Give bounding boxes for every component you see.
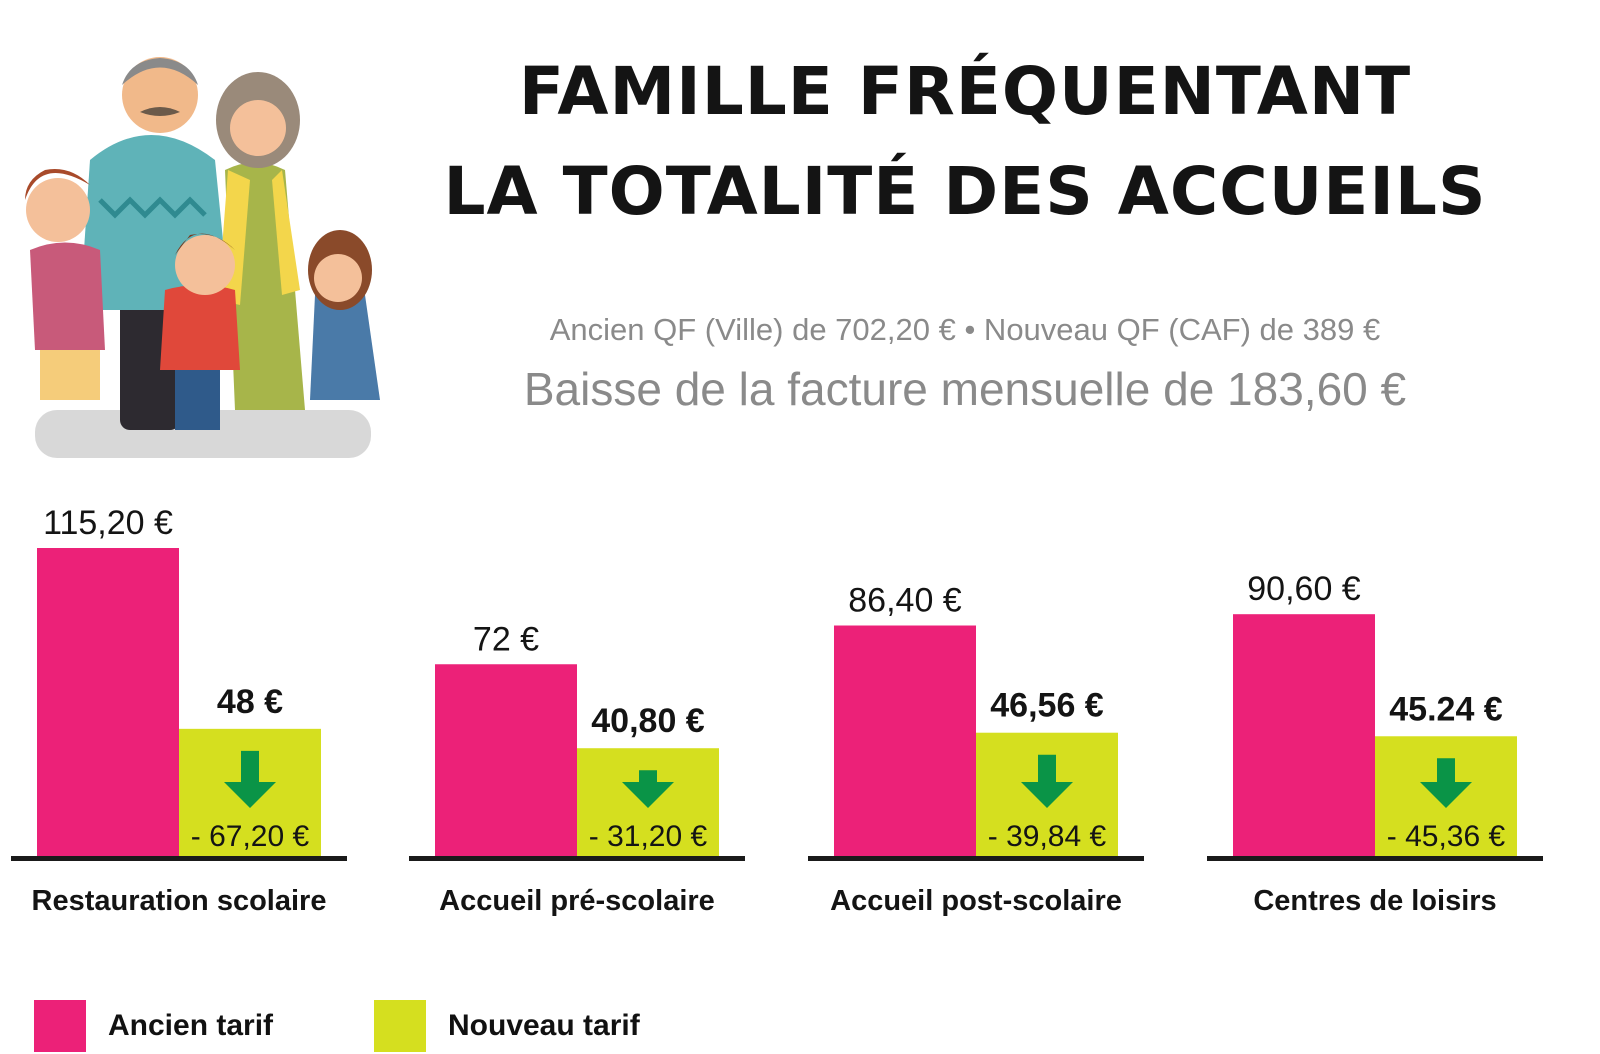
data-label-new: 45.24 € (1389, 690, 1503, 728)
down-arrow-icon (224, 750, 276, 808)
bar-old (1233, 614, 1375, 858)
bar-old (435, 664, 577, 858)
difference-label: - 45,36 € (1387, 820, 1506, 853)
category-label: Centres de loisirs (1253, 885, 1496, 917)
category-label: Restauration scolaire (32, 885, 327, 917)
data-label-old: 72 € (473, 620, 539, 658)
legend-item-old: Ancien tarif (34, 998, 273, 1054)
bar-old (37, 548, 179, 858)
data-label-old: 86,40 € (848, 582, 962, 620)
down-arrow-icon (1420, 758, 1472, 808)
difference-label: - 39,84 € (988, 820, 1107, 853)
boy-middle-figure (160, 233, 240, 430)
down-arrow-icon (1021, 754, 1073, 808)
legend-swatch-old (34, 1000, 86, 1052)
data-label-new: 48 € (217, 683, 283, 721)
ground-shadow (35, 410, 371, 458)
title-line-2: LA TOTALITÉ DES ACCUEILS (443, 153, 1487, 230)
legend-label-new: Nouveau tarif (448, 1009, 640, 1042)
down-arrow-icon (622, 770, 674, 808)
baseline (1207, 856, 1543, 861)
data-label-new: 46,56 € (990, 687, 1104, 725)
title-line-1: FAMILLE FRÉQUENTANT (518, 53, 1412, 130)
page-title: FAMILLE FRÉQUENTANT LA TOTALITÉ DES ACCU… (390, 42, 1540, 242)
boy-left-figure (25, 169, 105, 400)
baseline (11, 856, 347, 861)
data-label-old: 90,60 € (1247, 570, 1361, 608)
baseline (409, 856, 745, 861)
bar-old (834, 625, 976, 858)
baseline (808, 856, 1144, 861)
family-illustration (25, 57, 380, 458)
highlight-text: Baisse de la facture mensuelle de 183,60… (523, 363, 1407, 415)
legend-swatch-new (374, 1000, 426, 1052)
category-label: Accueil post-scolaire (830, 885, 1122, 917)
data-label-new: 40,80 € (591, 702, 705, 740)
difference-label: - 67,20 € (191, 820, 310, 853)
subtitle: Ancien QF (Ville) de 702,20 € • Nouveau … (549, 312, 1381, 347)
data-label-old: 115,20 € (43, 504, 173, 542)
girl-right-figure (308, 230, 380, 400)
legend-label-old: Ancien tarif (108, 1009, 274, 1042)
legend-item-new: Nouveau tarif (374, 998, 640, 1054)
grandmother-figure (216, 72, 305, 410)
difference-label: - 31,20 € (589, 820, 708, 853)
category-label: Accueil pré-scolaire (439, 885, 715, 917)
